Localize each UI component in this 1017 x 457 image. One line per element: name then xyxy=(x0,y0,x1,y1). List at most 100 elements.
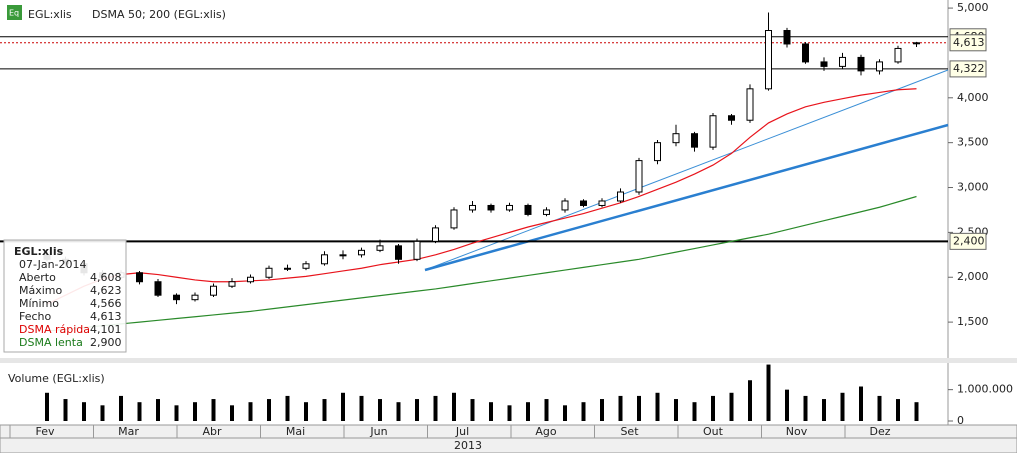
candle-body xyxy=(913,42,920,45)
info-box: EGL:xlis 07-Jan-2014 Aberto 4,608 Máximo 4,… xyxy=(3,239,127,353)
candle-body xyxy=(376,245,384,251)
volume-bar xyxy=(877,395,882,421)
volume-bar xyxy=(914,402,919,421)
month-label: Jul xyxy=(455,425,469,438)
volume-title[interactable]: Volume (EGL:xlis) xyxy=(8,372,105,385)
volume-bar xyxy=(119,395,123,421)
volume-bar xyxy=(859,386,863,421)
candle-body xyxy=(487,204,495,211)
moving-average xyxy=(46,195,917,332)
candle-body xyxy=(746,88,754,121)
candle-body xyxy=(580,200,587,206)
volume-bar xyxy=(396,402,401,421)
candle-body xyxy=(857,56,865,72)
info-row-label: Fecho xyxy=(19,310,52,323)
candle-body xyxy=(210,285,217,296)
volume-bar xyxy=(637,395,641,421)
volume-bar xyxy=(267,399,271,421)
candle-body xyxy=(598,200,606,206)
level-label-box xyxy=(949,60,987,78)
volume-bar xyxy=(82,402,86,421)
info-row-label: Aberto xyxy=(19,271,56,284)
candle-body xyxy=(432,227,439,242)
y-tick-label: 1,500 xyxy=(957,315,989,328)
symbol-label[interactable]: EGL:xlis xyxy=(28,8,72,21)
y-tick-label: 5,000 xyxy=(957,1,989,14)
volume-bar xyxy=(896,399,900,421)
candle-body xyxy=(284,267,291,270)
candle-body xyxy=(136,272,143,283)
study-label[interactable]: DSMA 50; 200 (EGL:xlis) xyxy=(92,8,226,21)
info-row-value: 4,613 xyxy=(90,310,122,323)
level-label-box xyxy=(949,232,987,250)
volume-bar xyxy=(285,395,290,421)
volume-tick-label: 0 xyxy=(957,414,964,427)
volume-bar xyxy=(840,392,845,421)
month-label: Out xyxy=(703,425,724,438)
candle-body xyxy=(413,240,421,260)
month-label: Dez xyxy=(869,425,890,438)
candle-body xyxy=(506,204,513,211)
volume-bar xyxy=(729,392,734,421)
candle-body xyxy=(820,61,828,67)
candle-body xyxy=(524,204,532,215)
last-price-box xyxy=(949,34,987,52)
volume-bar xyxy=(563,405,567,421)
volume-bar xyxy=(137,402,142,421)
candle-body xyxy=(672,133,680,144)
volume-bar xyxy=(655,392,660,421)
volume-bar xyxy=(341,392,345,421)
info-row-value: 4,101 xyxy=(90,323,122,336)
volume-bar xyxy=(803,395,808,421)
month-label: Jun xyxy=(369,425,387,438)
candle-body xyxy=(321,254,328,265)
month-label: Nov xyxy=(786,425,808,438)
volume-tick-label: 1.000.000 xyxy=(957,383,1013,396)
candle-body xyxy=(635,160,643,193)
volume-bar xyxy=(378,399,382,421)
volume-bar xyxy=(600,399,604,421)
candle-body xyxy=(691,133,698,148)
last-price-label: 4,613 xyxy=(953,36,985,49)
candle-body xyxy=(154,281,162,296)
candle-body xyxy=(783,30,791,45)
info-row-label: Mínimo xyxy=(19,297,59,310)
symbol-icon-text: Eq xyxy=(9,9,19,18)
candle-body xyxy=(191,294,199,301)
year-label: 2013 xyxy=(454,439,482,452)
candle-body xyxy=(894,47,902,63)
volume-bar xyxy=(63,399,68,421)
panel-divider xyxy=(0,358,1017,363)
y-tick-label: 2,000 xyxy=(957,270,989,283)
symbol-icon[interactable] xyxy=(7,5,22,20)
volume-bar xyxy=(544,399,549,421)
candle-body xyxy=(617,191,624,202)
candle-body xyxy=(450,209,458,229)
candle-body xyxy=(247,276,254,283)
volume-bar xyxy=(193,402,197,421)
volume-bar xyxy=(526,402,530,421)
candle-body xyxy=(709,115,717,148)
month-label: Set xyxy=(620,425,639,438)
info-row-value: 4,566 xyxy=(90,297,122,310)
volume-bar xyxy=(211,399,216,421)
candle-body xyxy=(339,254,347,257)
level-label: 2,400 xyxy=(953,234,985,247)
volume-bar xyxy=(470,399,475,421)
volume-bar xyxy=(581,402,586,421)
month-label: Ago xyxy=(535,425,557,438)
volume-bar xyxy=(433,395,438,421)
month-label: Mai xyxy=(286,425,305,438)
candle-body xyxy=(561,200,569,211)
info-row-value: 2,900 xyxy=(90,336,122,349)
candle-body xyxy=(728,115,735,121)
volume-bar xyxy=(618,395,623,421)
volume-bar xyxy=(674,399,678,421)
candle-body xyxy=(469,204,476,211)
candle-body xyxy=(765,30,772,90)
candle-body xyxy=(265,267,273,278)
volume-bar xyxy=(45,392,49,421)
candle-body xyxy=(876,61,883,72)
